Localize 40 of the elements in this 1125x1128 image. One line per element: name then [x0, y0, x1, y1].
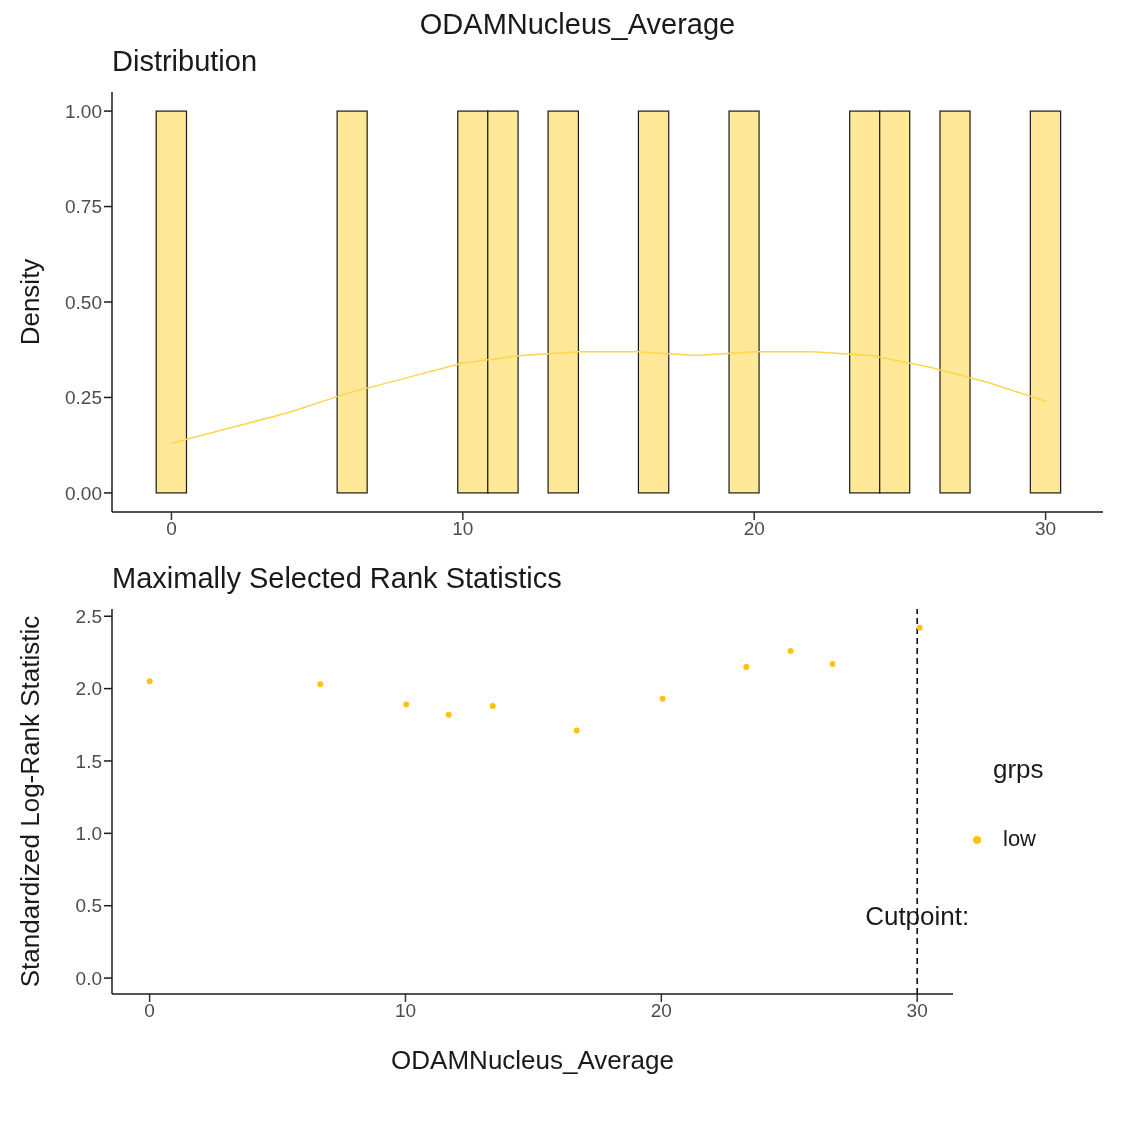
point	[489, 702, 496, 709]
point	[146, 678, 153, 685]
point	[573, 727, 580, 734]
y-tick-label: 0.5	[75, 895, 102, 917]
y-tick-label: 0.0	[75, 967, 102, 989]
point	[743, 663, 750, 670]
y-axis-title: Standardized Log-Rank Statistic	[15, 615, 45, 988]
x-tick-label: 20	[743, 518, 765, 540]
y-tick-label: 0.75	[65, 196, 102, 218]
x-tick-label: 30	[1035, 518, 1057, 540]
y-tick-label: 1.00	[65, 100, 102, 122]
legend-title: grps	[993, 754, 1045, 785]
x-tick-label: 10	[394, 1000, 417, 1022]
point	[659, 695, 666, 702]
point	[403, 701, 410, 708]
y-tick-label: 2.0	[75, 678, 102, 700]
chart-subtitle: Distribution	[112, 45, 259, 78]
line-series	[170, 350, 1047, 445]
y-axis-title: Density	[15, 258, 45, 346]
y-tick-label: 1.5	[75, 750, 102, 772]
legend-label: low	[1003, 826, 1037, 851]
chart-title: Maximally Selected Rank Statistics	[112, 562, 563, 595]
point	[829, 661, 836, 667]
point	[445, 711, 452, 718]
x-tick-label: 30	[906, 1000, 928, 1022]
y-tick-label: 0.00	[65, 482, 102, 504]
x-tick-label: 10	[452, 518, 474, 540]
ref-line-label: Cutpoint:	[865, 900, 970, 931]
x-tick-label: 20	[650, 1000, 672, 1022]
y-tick-label: 0.50	[65, 291, 102, 313]
point	[787, 647, 794, 654]
x-tick-label: 0	[166, 518, 177, 540]
y-tick-label: 2.5	[75, 605, 102, 627]
chart-title: ODAMNucleus_Average	[418, 8, 737, 41]
y-tick-label: 1.0	[75, 823, 102, 845]
x-tick-label: 0	[144, 1000, 155, 1022]
x-axis-title: ODAMNucleus_Average	[391, 1045, 674, 1075]
point	[916, 624, 923, 631]
y-tick-label: 0.25	[65, 387, 102, 409]
point	[317, 681, 324, 688]
